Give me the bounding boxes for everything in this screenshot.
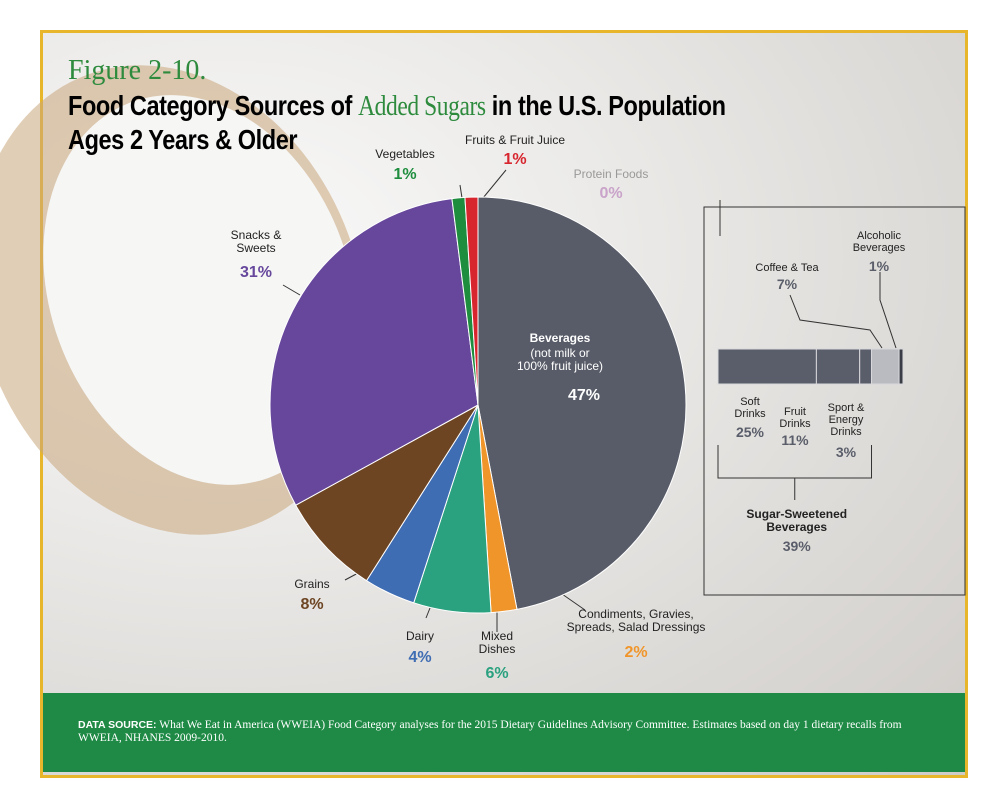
title-text: Food Category Sources of xyxy=(68,90,359,121)
pie-slice xyxy=(269,198,479,506)
figure-label: Figure 2-10. xyxy=(68,55,207,86)
value-label: 8% xyxy=(300,596,324,613)
breakdown-label: Coffee & Tea xyxy=(755,262,819,274)
value-label: 1% xyxy=(393,166,417,183)
group-bracket xyxy=(717,445,873,500)
category-label: Snacks & Sweets xyxy=(230,228,282,255)
source-label: DATA SOURCE: xyxy=(78,719,157,731)
pie-slice xyxy=(295,404,479,582)
footer: DATA SOURCE: What We Eat in America (WWE… xyxy=(43,693,965,772)
value-label: 47% xyxy=(567,387,601,404)
inset-frame xyxy=(703,206,966,596)
pie-slice xyxy=(477,196,687,610)
title-highlight: Added Sugars xyxy=(358,91,486,122)
value-label: 1% xyxy=(503,151,527,168)
value-label: 4% xyxy=(408,649,432,666)
source-text: What We Eat in America (WWEIA) Food Cate… xyxy=(78,719,902,744)
category-label: Condiments, Gravies, Spreads, Salad Dres… xyxy=(566,607,706,634)
group-label: Sugar-Sweetened Beverages xyxy=(746,507,848,534)
leaders xyxy=(282,169,897,632)
category-label: Grains xyxy=(294,577,330,591)
title: Ages 2 Years & Older xyxy=(68,124,298,155)
breakdown-label: Soft Drinks xyxy=(734,396,766,420)
group-value: 39% xyxy=(782,538,811,554)
breakdown-segment xyxy=(871,348,900,385)
breakdown-label: Fruit Drinks xyxy=(779,406,811,430)
category-label: Protein Foods xyxy=(573,167,649,181)
category-label: Fruits & Fruit Juice xyxy=(464,133,566,147)
breakdown-segment xyxy=(717,348,817,385)
breakdown-segment xyxy=(815,348,861,385)
breakdown-value: 25% xyxy=(735,424,765,440)
breakdown-label: Alcoholic Beverages xyxy=(852,230,906,254)
category-label: Dairy xyxy=(405,629,435,643)
title-text: in the U.S. Population xyxy=(485,90,726,121)
value-label: 6% xyxy=(485,665,509,682)
category-label: Vegetables xyxy=(375,147,435,161)
breakdown-label: Sport & Energy Drinks xyxy=(827,402,865,438)
breakdown-segment xyxy=(859,348,873,385)
category-label: Mixed Dishes xyxy=(478,629,516,656)
category-label: Beverages xyxy=(529,331,591,345)
source: DATA SOURCE: What We Eat in America (WWE… xyxy=(78,719,918,745)
breakdown-value: 3% xyxy=(835,444,857,460)
breakdown-value: 11% xyxy=(781,432,809,448)
beverages-note: (not milk or 100% fruit juice) xyxy=(516,346,604,373)
value-label: 0% xyxy=(599,185,623,202)
value-label: 2% xyxy=(624,644,648,661)
breakdown-value: 7% xyxy=(776,276,798,292)
value-label: 31% xyxy=(239,264,273,281)
breakdown-value: 1% xyxy=(868,258,890,274)
title: Food Category Sources of Added Sugars in… xyxy=(68,90,726,123)
breakdown-segment xyxy=(898,348,904,385)
